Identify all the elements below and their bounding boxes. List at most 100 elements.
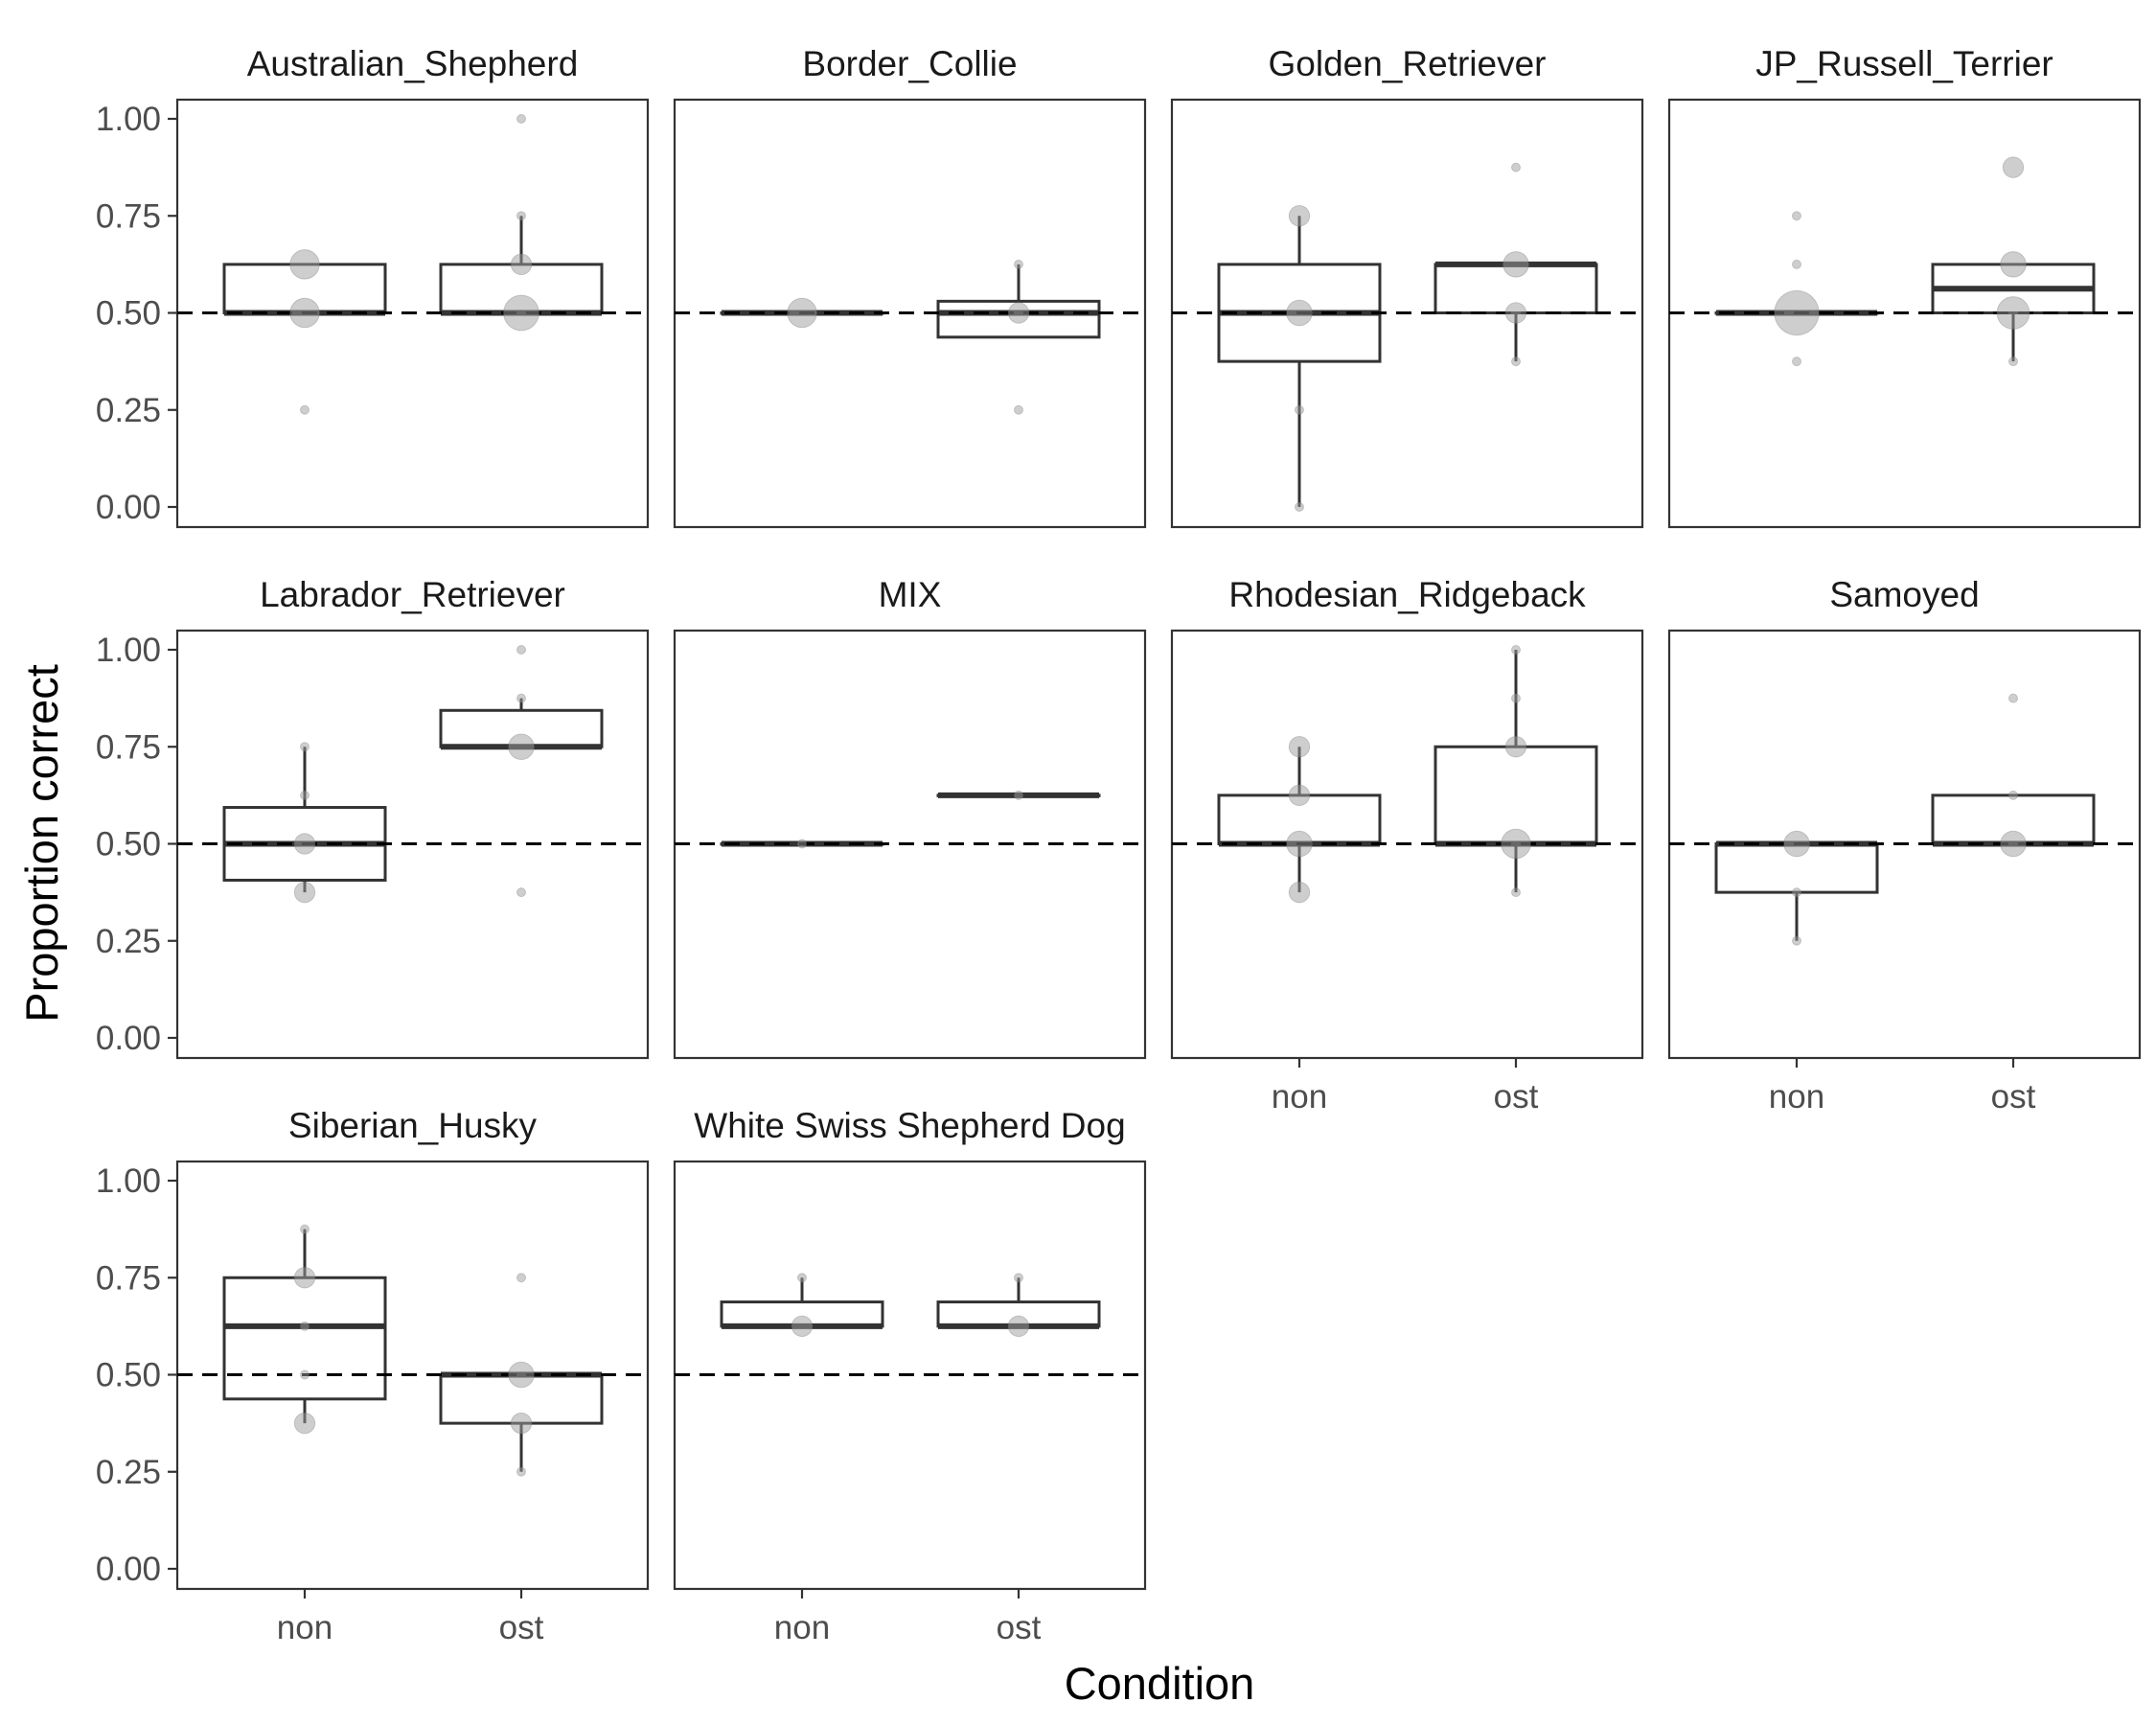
data-point <box>1288 881 1311 904</box>
data-point <box>1014 404 1023 415</box>
y-tick-label: 0.50 <box>96 295 161 333</box>
data-point <box>289 249 320 280</box>
data-point <box>1511 645 1521 655</box>
data-point <box>508 1361 535 1389</box>
data-point <box>1502 251 1529 278</box>
data-point <box>300 742 310 752</box>
y-tick-label: 0.25 <box>96 392 161 429</box>
data-point <box>1783 830 1810 858</box>
data-point <box>1014 790 1023 800</box>
data-point <box>791 1315 814 1338</box>
facet-title: Rhodesian_Ridgeback <box>1228 575 1586 614</box>
facet-title: Samoyed <box>1829 575 1979 614</box>
x-tick-label: non <box>774 1609 830 1646</box>
facet-title: MIX <box>879 575 942 614</box>
facet-panel: Border_Collie <box>673 44 1147 529</box>
data-point <box>2000 251 2027 278</box>
data-point <box>1504 736 1527 758</box>
data-point <box>787 297 817 329</box>
data-point <box>1511 162 1521 172</box>
facet-title: White Swiss Shepherd Dog <box>694 1106 1125 1145</box>
data-point <box>516 1466 526 1477</box>
y-tick-label: 0.50 <box>96 826 161 863</box>
facet-title: Labrador_Retriever <box>260 575 565 614</box>
x-tick-label: ost <box>1991 1078 2036 1116</box>
data-point <box>1501 828 1531 860</box>
data-point <box>293 833 316 855</box>
data-point <box>1286 299 1313 327</box>
data-point <box>1288 784 1311 807</box>
data-point <box>1286 830 1313 858</box>
data-point <box>1511 356 1521 367</box>
data-point <box>300 1321 310 1331</box>
data-point <box>293 1267 316 1289</box>
x-tick-label: non <box>1769 1078 1824 1116</box>
data-point <box>2000 830 2027 858</box>
x-axis-title: Condition <box>1065 1658 1255 1709</box>
x-tick-label: non <box>1272 1078 1327 1116</box>
data-point <box>1007 302 1030 324</box>
x-tick-label: non <box>277 1609 333 1646</box>
data-point <box>300 404 310 415</box>
facet-panel: Siberian_Husky 0.00 0.25 0.50 0.75 1.00 non ost <box>96 1106 650 1646</box>
facet-panel: White Swiss Shepherd Dog non ost <box>673 1106 1147 1646</box>
y-tick-label: 1.00 <box>96 1162 161 1200</box>
facet-title: Border_Collie <box>802 44 1017 83</box>
data-point <box>300 1224 310 1234</box>
data-point <box>2002 156 2025 178</box>
facet-title: Golden_Retriever <box>1269 44 1547 83</box>
facet-title: Australian_Shepherd <box>247 44 579 83</box>
data-point <box>508 733 535 761</box>
data-point <box>1792 259 1801 269</box>
data-point <box>1792 935 1801 946</box>
facet-title: JP_Russell_Terrier <box>1755 44 2053 83</box>
data-point <box>1774 289 1820 336</box>
x-tick-label: ost <box>997 1609 1042 1646</box>
box <box>936 299 1101 339</box>
y-tick-label: 0.25 <box>96 923 161 960</box>
data-point <box>516 1273 526 1283</box>
y-tick-label: 1.00 <box>96 632 161 669</box>
data-point <box>1792 356 1801 367</box>
data-point <box>1295 502 1304 512</box>
data-point <box>1504 302 1527 324</box>
data-point <box>797 1273 807 1283</box>
data-point <box>516 645 526 655</box>
data-point <box>510 1412 533 1435</box>
data-point <box>293 881 316 904</box>
x-tick-label: ost <box>499 1609 544 1646</box>
box <box>222 1276 387 1401</box>
facet-panel: Golden_Retriever <box>1170 44 1644 529</box>
data-point <box>1288 205 1311 227</box>
data-point <box>1288 736 1311 758</box>
facet-panel: Samoyed non ost <box>1667 575 2142 1116</box>
y-tick-label: 0.75 <box>96 1259 161 1297</box>
facet-panel: Australian_Shepherd 0.00 0.25 0.50 0.75 1.00 <box>96 44 650 529</box>
facet-panel: Labrador_Retriever 0.00 0.25 0.50 0.75 1.00 <box>96 575 650 1060</box>
data-point <box>1792 211 1801 221</box>
y-tick-label: 0.25 <box>96 1454 161 1491</box>
data-point <box>516 887 526 898</box>
y-tick-label: 1.00 <box>96 101 161 138</box>
data-point <box>1511 693 1521 703</box>
y-tick-label: 0.00 <box>96 1020 161 1057</box>
data-point <box>300 790 310 800</box>
y-tick-label: 0.50 <box>96 1357 161 1394</box>
facet-title: Siberian_Husky <box>288 1106 538 1145</box>
data-point <box>289 297 320 329</box>
y-tick-label: 0.75 <box>96 197 161 235</box>
data-point <box>300 1369 310 1380</box>
x-tick-label: ost <box>1494 1078 1539 1116</box>
data-point <box>1295 404 1304 415</box>
data-point <box>2008 356 2018 367</box>
data-point <box>2008 790 2018 800</box>
y-tick-label: 0.00 <box>96 489 161 526</box>
data-point <box>510 253 533 276</box>
data-point <box>516 211 526 221</box>
data-point <box>2008 693 2018 703</box>
panels-layer: Australian_Shepherd 0.00 0.25 0.50 0.75 1.00 B… <box>96 44 2142 1646</box>
data-point <box>1792 887 1801 898</box>
data-point <box>516 693 526 703</box>
